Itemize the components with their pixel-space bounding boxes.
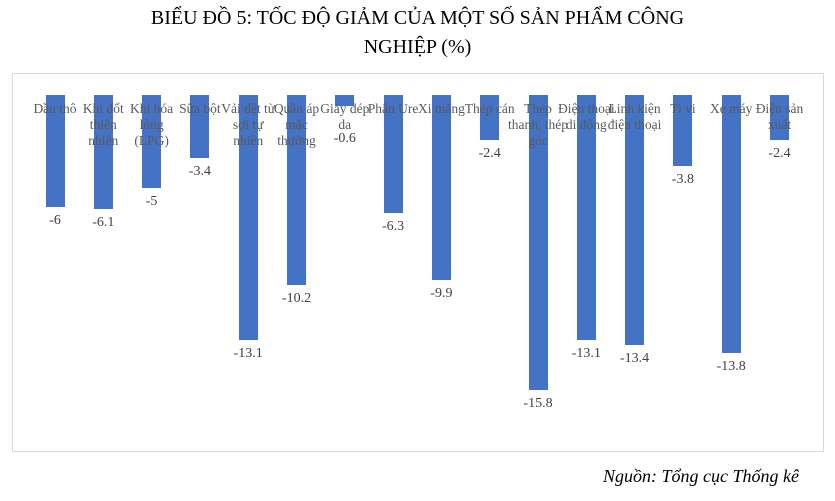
- data-label: -5: [145, 194, 158, 210]
- category-label: Quần áp mặc thường: [273, 101, 320, 148]
- category-label: Khí đốt thiên nhiên: [82, 101, 124, 148]
- bar: [142, 95, 162, 189]
- data-label: -13.8: [716, 358, 746, 374]
- source-note: Nguồn: Tổng cục Thống kê: [603, 466, 799, 486]
- bar: [45, 95, 65, 208]
- bar: [625, 95, 645, 346]
- bar: [190, 95, 210, 159]
- bar: [770, 95, 789, 140]
- data-label: -2.4: [768, 145, 791, 161]
- data-label: -3.4: [188, 164, 211, 180]
- data-label: -6.1: [92, 214, 115, 230]
- data-label: -2.4: [478, 145, 501, 161]
- bar: [673, 95, 693, 166]
- data-label: -13.1: [233, 345, 263, 361]
- category-label: Điện sản xuất: [755, 101, 804, 132]
- data-label: -0.6: [333, 131, 356, 146]
- bar: [576, 95, 596, 340]
- category-label: Dầu thô: [33, 101, 77, 116]
- data-label: -15.8: [523, 395, 553, 411]
- chart-title: BIỂU ĐỒ 5: TỐC ĐỘ GIẢM CỦA MỘT SỐ SẢN PH…: [0, 4, 835, 62]
- bar: [431, 95, 451, 280]
- category-label: Phân Ure: [367, 101, 419, 116]
- category-label: Khí hóa lỏng (LPG): [130, 101, 174, 148]
- category-label: Điện thoại di động: [557, 101, 615, 132]
- category-label: Linh kiện điện thoại: [607, 101, 662, 132]
- bar: [238, 95, 258, 340]
- data-label: -3.8: [671, 171, 694, 187]
- bar: [93, 95, 113, 209]
- data-label: -13.1: [571, 345, 601, 361]
- data-label: -6.3: [382, 218, 405, 234]
- bar: [721, 95, 741, 353]
- data-label: -13.4: [620, 351, 650, 367]
- category-label: Thép cán: [464, 101, 515, 116]
- title-line-1: BIỂU ĐỒ 5: TỐC ĐỘ GIẢM CỦA MỘT SỐ SẢN PH…: [150, 7, 685, 29]
- category-label: Ti vi: [670, 101, 696, 116]
- category-label: Giày dép da: [320, 101, 370, 132]
- category-label: Thép thanh, thép góc: [508, 101, 568, 148]
- category-label: Sữa bột: [179, 101, 221, 116]
- chart-frame: [12, 73, 824, 452]
- category-label: Xi măng: [417, 101, 465, 116]
- category-label: Vải dệt từ sợi tự nhiên: [221, 101, 276, 148]
- data-label: -6: [49, 213, 61, 229]
- category-label: Xe máy: [710, 101, 753, 116]
- data-label: -10.2: [281, 291, 312, 307]
- bar: [480, 95, 500, 140]
- data-label: -9.9: [430, 285, 453, 301]
- bar: [335, 95, 355, 107]
- bar: [528, 95, 548, 390]
- bar: [383, 95, 403, 213]
- title-line-2: NGHIỆP (%): [363, 36, 472, 58]
- bar: [287, 95, 306, 286]
